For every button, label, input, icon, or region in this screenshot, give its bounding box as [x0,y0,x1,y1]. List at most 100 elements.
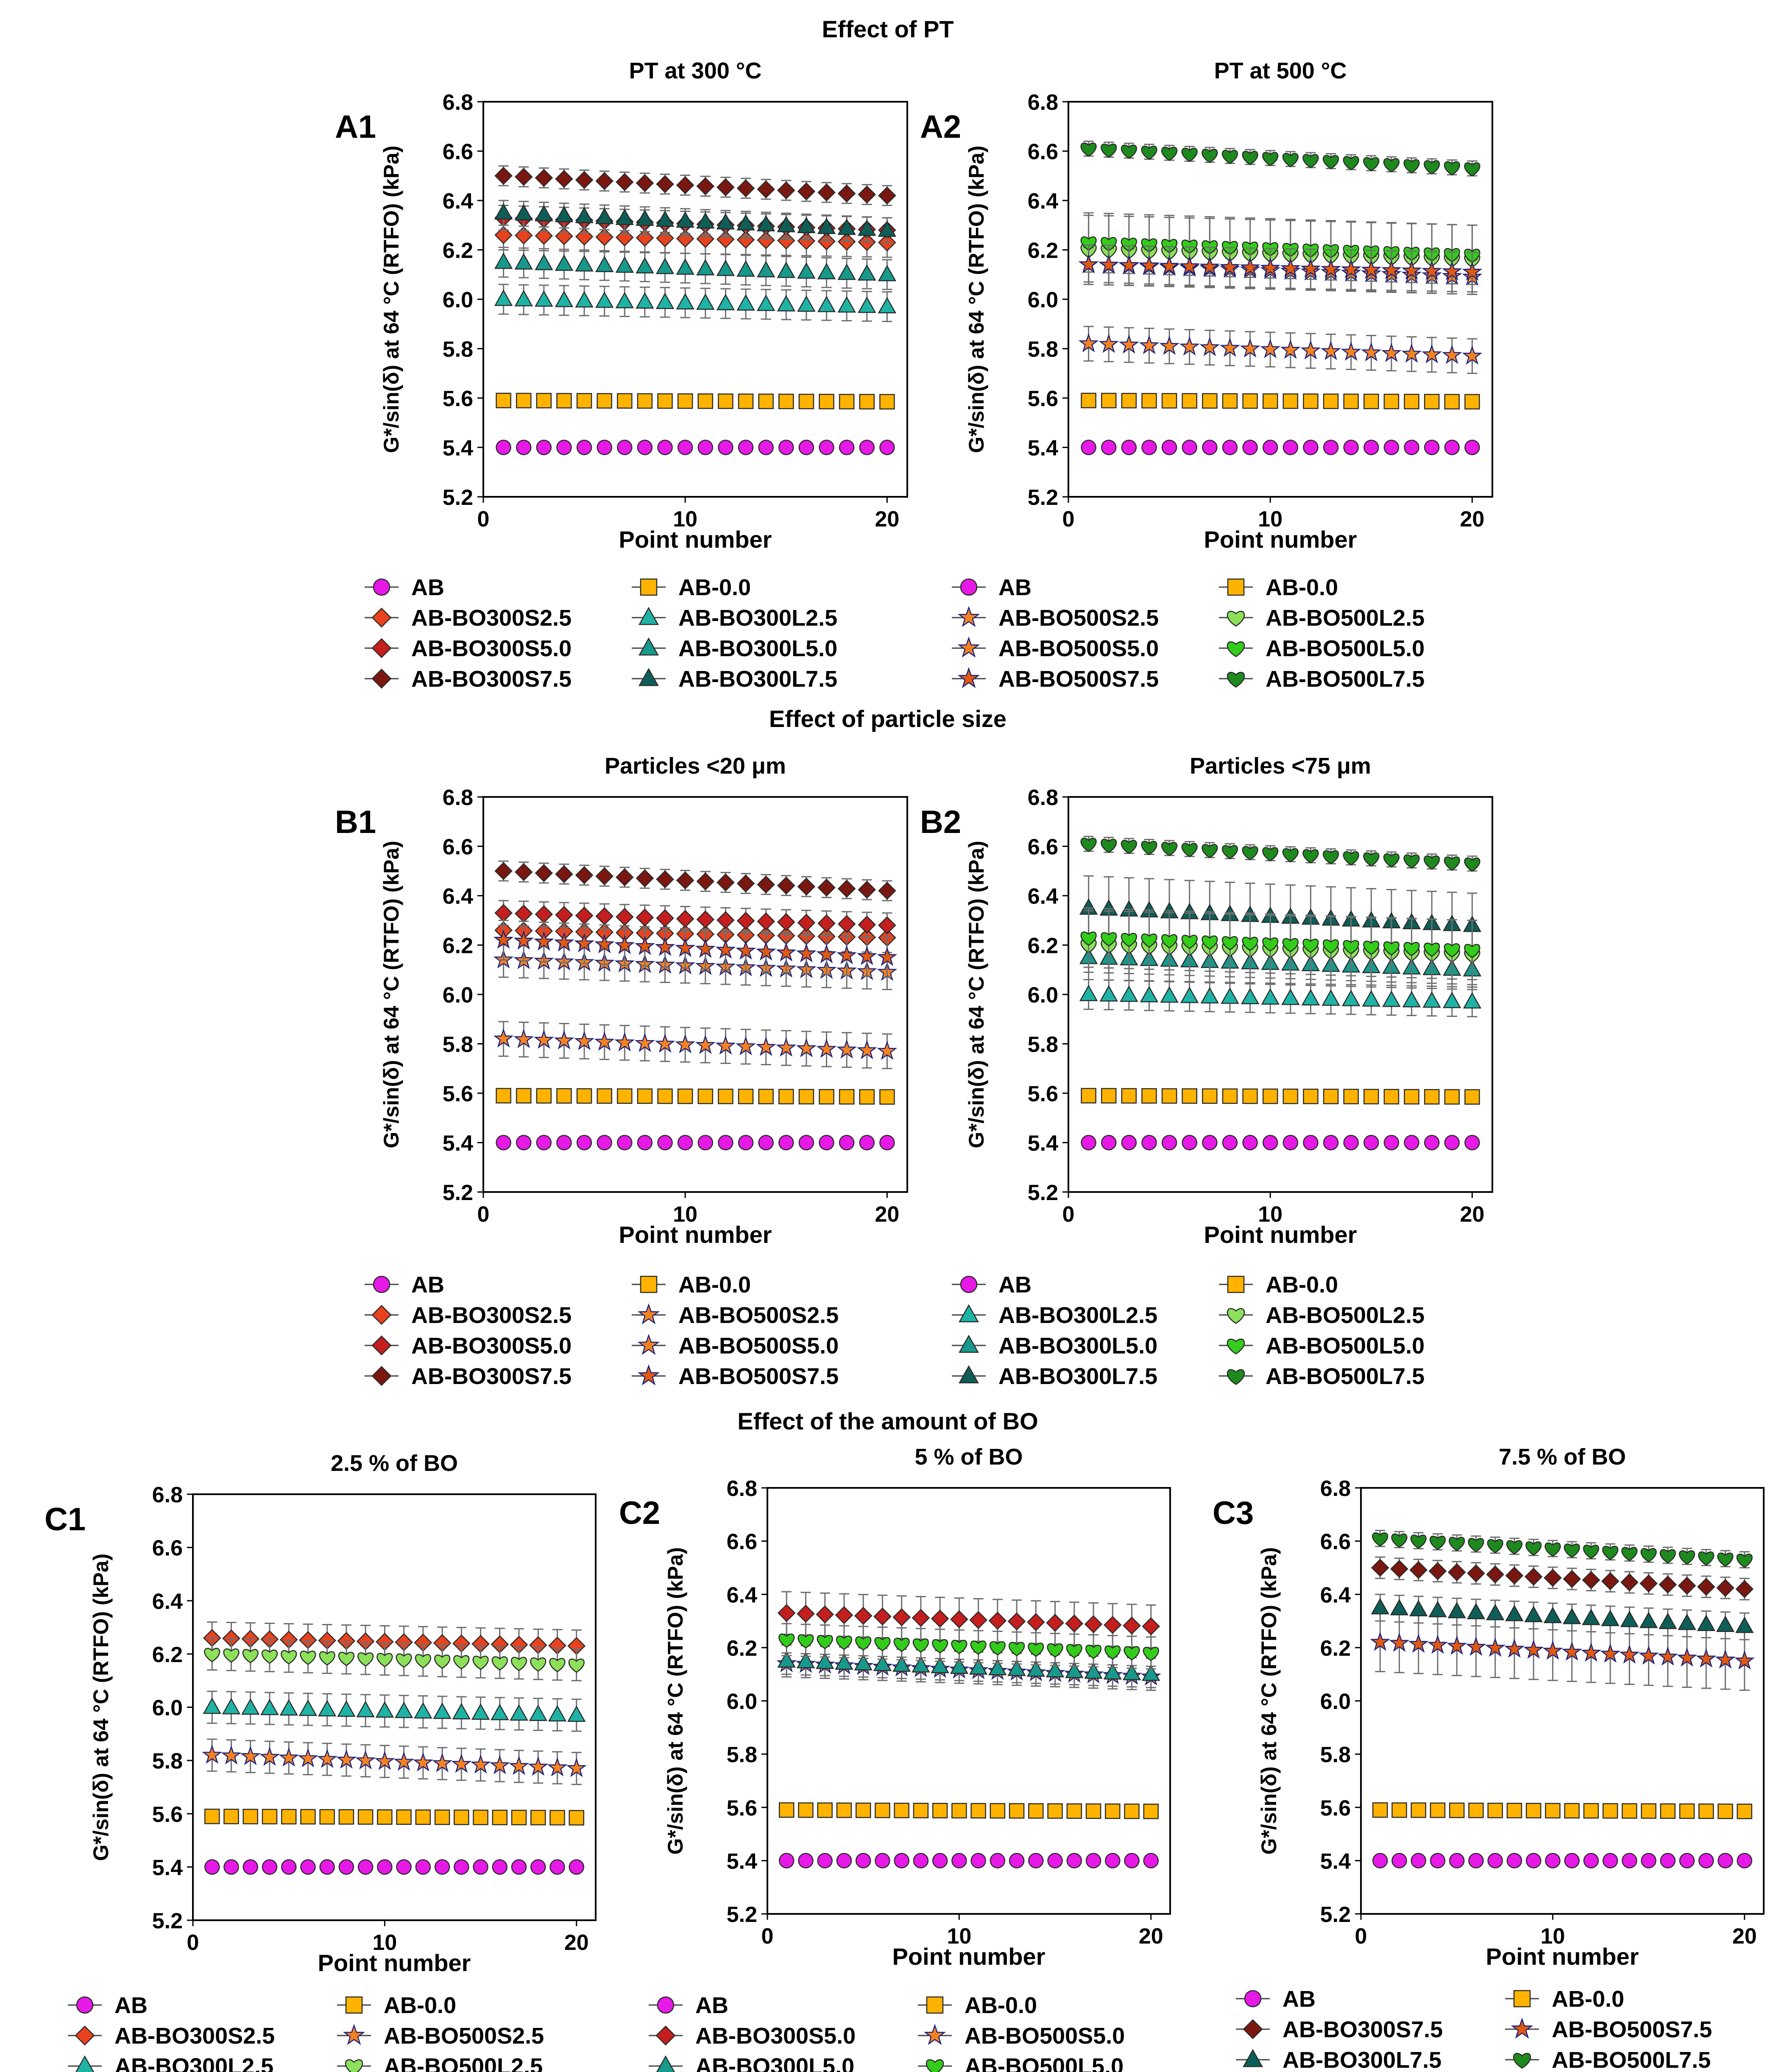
data-point [1179,336,1200,356]
data-point [375,1701,394,1718]
legend-label: AB-BO300L7.5 [998,1364,1157,1389]
data-point [1323,440,1339,455]
data-point [1564,1543,1580,1558]
data-point [454,1859,469,1875]
data-point [797,295,816,312]
data-point [1341,990,1361,1006]
data-point [637,1135,653,1150]
data-point [717,178,735,197]
data-point [777,913,795,931]
data-point [1363,393,1379,409]
data-point [548,1705,567,1722]
data-point [1141,393,1157,409]
data-point [549,1859,565,1875]
data-point [1737,1803,1753,1819]
data-point [1698,1551,1715,1566]
legend-label: AB-0.0 [678,1272,751,1298]
data-point [1564,1803,1580,1819]
data-point [204,1808,220,1824]
data-point [1734,1650,1755,1670]
data-point [514,253,533,270]
data-point [676,293,694,309]
data-point [738,393,754,409]
y-tick-label: 5.2 [1028,485,1058,510]
data-point [1028,1853,1044,1869]
series-ab-bo300s2-5 [494,220,896,258]
data-point [1717,1803,1733,1819]
data-point [555,906,573,924]
legend-marker [960,1276,978,1293]
x-tick-label: 20 [875,1202,899,1227]
data-point [950,1610,968,1629]
legend-label: AB [998,1272,1032,1298]
data-point [932,1803,948,1819]
data-point [452,1703,471,1720]
data-point [298,1699,318,1716]
data-point [1262,847,1279,861]
data-point [1677,1647,1697,1667]
data-point [574,1030,594,1050]
data-point [1242,1135,1258,1150]
data-point [797,217,816,234]
data-point [1101,237,1117,251]
data-point [242,1649,259,1663]
series-ab-bo500l7-5 [1080,140,1480,177]
data-point [1441,261,1462,281]
data-point [1202,393,1218,409]
data-point [1602,1546,1619,1560]
data-point [677,1135,693,1150]
legend-label: AB-BO500S7.5 [998,666,1159,692]
data-point [1281,989,1300,1005]
data-point [493,1028,514,1048]
y-tick-label: 5.2 [1320,1902,1351,1927]
data-point [1362,990,1380,1007]
data-point [1141,1088,1157,1104]
data-point [1444,1135,1460,1150]
data-point [1444,394,1460,409]
data-point [556,1135,572,1150]
series-ab-bo500s7-5 [1078,244,1483,293]
data-point [1105,1853,1121,1869]
data-point [1280,258,1301,277]
chart-title: PT at 500 °C [1214,58,1347,84]
legend-marker [637,1334,660,1355]
data-point [1659,1549,1676,1564]
data-point [1428,1562,1447,1580]
y-tick-label: 6.8 [1320,1476,1351,1501]
legend-item: AB-BO300L5.0 [632,636,837,661]
data-point [1660,1803,1676,1819]
x-tick-label: 10 [372,1930,397,1955]
data-point [1221,936,1238,950]
data-point [1199,337,1220,356]
y-tick-label: 6.2 [1320,1636,1351,1661]
data-point [817,183,836,202]
data-point [1403,942,1420,956]
legend-item: AB [649,1993,728,2018]
data-point [798,1802,814,1818]
legend-marker [957,667,980,688]
data-point [1411,1802,1426,1818]
legend-item: AB [952,1272,1032,1298]
data-point [1467,1564,1485,1582]
legend-item: AB-BO500L7.5 [1219,1364,1425,1389]
legend-marker [1243,2019,1263,2039]
data-point [1124,1646,1140,1661]
data-point [1120,985,1138,1002]
data-point [1562,1607,1581,1624]
data-point [1343,851,1359,866]
legend-marker [343,2024,365,2045]
y-axis-label: G*/sin(δ) at 64 °C (RTFO) (kPa) [379,145,403,453]
x-tick-label: 0 [187,1930,199,1955]
legend-label: AB-0.0 [1266,575,1338,600]
series-ab-bo300s7-5 [494,860,896,902]
data-point [1009,1803,1025,1819]
data-point [262,1809,278,1824]
data-point [555,206,574,223]
data-point [617,393,633,409]
legend-label: AB [411,575,444,600]
data-point [655,1033,675,1053]
legend-label: AB-0.0 [678,575,751,600]
data-point [569,1859,585,1875]
panel-label: B2 [920,804,961,840]
y-tick-label: 6.6 [1028,835,1058,860]
